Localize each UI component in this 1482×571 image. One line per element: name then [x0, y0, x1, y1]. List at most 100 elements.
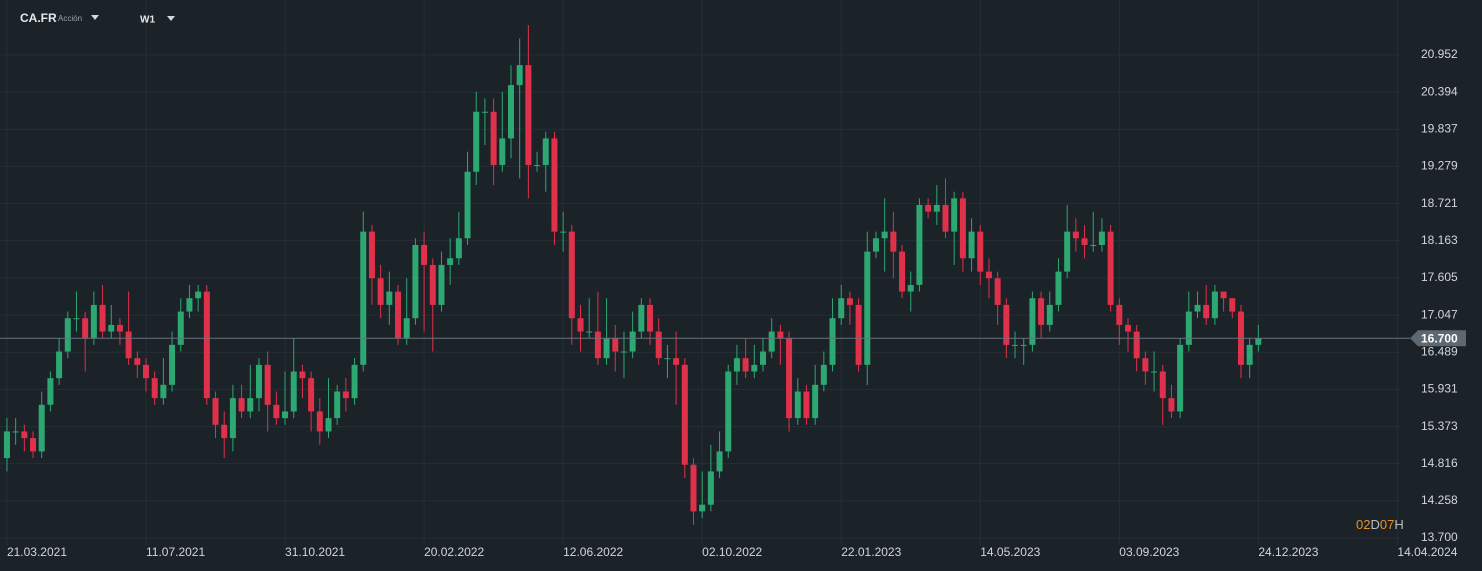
candle-body	[838, 298, 845, 319]
candle-body	[1046, 304, 1053, 325]
candle-body	[221, 424, 228, 439]
x-tick-label: 14.05.2023	[980, 545, 1040, 559]
candle-body	[612, 338, 619, 352]
candle-body	[1246, 344, 1253, 365]
candle-body	[151, 378, 158, 399]
candle-body	[64, 318, 71, 352]
instrument-kind: Acción	[58, 14, 82, 23]
symbol[interactable]: CA.FR	[20, 11, 57, 25]
candle-body	[1124, 324, 1131, 332]
candle-body	[925, 204, 932, 212]
candle-body	[916, 204, 923, 285]
candle-body	[899, 251, 906, 292]
candle-body	[864, 251, 871, 365]
x-tick-label: 12.06.2022	[563, 545, 623, 559]
candle-body	[73, 318, 80, 320]
candle-body	[516, 65, 523, 86]
candle-body	[499, 138, 506, 166]
candle-body	[959, 198, 966, 259]
candle-body	[1177, 344, 1184, 412]
candle-body	[560, 231, 567, 233]
countdown-days: 02	[1356, 517, 1370, 532]
candle-body	[942, 204, 949, 232]
candle-body	[1211, 291, 1218, 319]
timeframe[interactable]: W1	[140, 15, 155, 26]
candle-body	[238, 398, 245, 412]
x-tick-label: 02.10.2022	[702, 545, 762, 559]
y-tick-label: 19.837	[1421, 121, 1458, 135]
candle-body	[568, 231, 575, 319]
candle-body	[108, 324, 115, 332]
candle-body	[586, 331, 593, 333]
symbol-selector[interactable]: CA.FR Acción	[20, 11, 99, 25]
candle-body	[1038, 298, 1045, 325]
candle-body	[846, 298, 853, 305]
candle-body	[968, 231, 975, 259]
candle-body	[751, 364, 758, 372]
candle-body	[1142, 358, 1149, 372]
candle-body	[1090, 244, 1097, 246]
candle-body	[247, 398, 254, 412]
candle-body	[282, 411, 289, 419]
candle-body	[647, 304, 654, 332]
dropdown-arrow[interactable]	[167, 16, 175, 21]
candle-body	[334, 391, 341, 419]
candle-body	[777, 331, 784, 339]
candle-body	[534, 165, 541, 167]
dropdown-arrow[interactable]	[91, 15, 99, 20]
candle-body	[760, 351, 767, 365]
candle-body	[1107, 231, 1114, 305]
candle-body	[855, 304, 862, 365]
countdown-days-unit: D	[1370, 517, 1379, 532]
candle-body	[38, 404, 45, 452]
candle-body	[1020, 344, 1027, 346]
candle-body	[620, 351, 627, 353]
candle-body	[977, 231, 984, 272]
y-tick-label: 14.258	[1421, 493, 1458, 507]
candle-body	[203, 291, 210, 399]
candle-body	[212, 398, 219, 425]
candle-body	[1098, 231, 1105, 245]
candle-body	[47, 378, 54, 405]
candle-body	[951, 198, 958, 232]
candle-body	[134, 358, 141, 365]
candle-body	[1168, 398, 1175, 412]
countdown: 02D07H	[1356, 517, 1404, 532]
candle-body	[308, 378, 315, 412]
candle-body	[125, 331, 132, 359]
candle-body	[673, 358, 680, 365]
candle-body	[890, 231, 897, 252]
current-price-tag	[1410, 330, 1466, 347]
candle-body	[1159, 371, 1166, 399]
candle-body	[273, 404, 280, 419]
y-tick-label: 18.163	[1421, 233, 1458, 247]
candle-body	[403, 318, 410, 339]
candle-body	[490, 111, 497, 166]
candle-body	[638, 304, 645, 332]
y-tick-label: 20.394	[1421, 84, 1458, 98]
candle-body	[994, 278, 1001, 305]
candle-body	[733, 358, 740, 372]
y-tick-label: 13.700	[1421, 530, 1458, 544]
candle-body	[464, 171, 471, 239]
y-tick-label: 18.721	[1421, 196, 1458, 210]
y-tick-label: 19.279	[1421, 159, 1458, 173]
candle-body	[1003, 304, 1010, 345]
candle-body	[316, 411, 323, 432]
candle-body	[829, 318, 836, 365]
candle-body	[1255, 338, 1262, 345]
candle-body	[768, 331, 775, 352]
candle-body	[1185, 311, 1192, 345]
candle-body	[1012, 344, 1019, 346]
candle-body	[985, 271, 992, 279]
candle-body	[12, 431, 19, 433]
timeframe-selector[interactable]: W1	[140, 15, 175, 26]
candle-body	[368, 231, 375, 279]
candle-body	[1229, 298, 1236, 312]
candle-body	[481, 111, 488, 113]
candle-body	[473, 111, 480, 172]
y-tick-label: 17.605	[1421, 270, 1458, 284]
candle-body	[551, 138, 558, 232]
candle-body	[681, 364, 688, 465]
